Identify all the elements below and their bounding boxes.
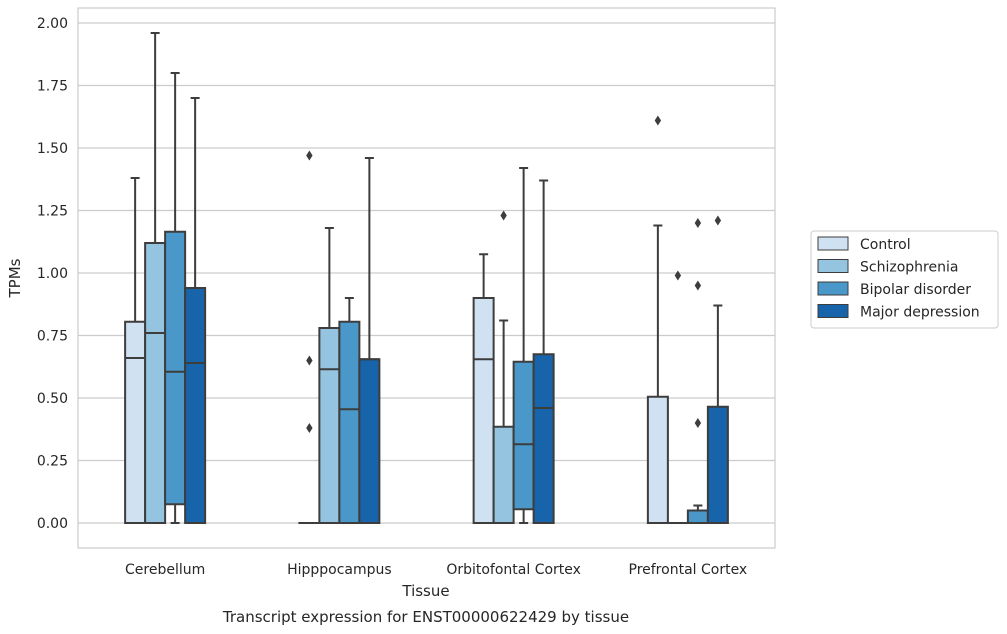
legend-frame [810, 230, 999, 329]
y-axis-label: TPMs [6, 258, 24, 298]
box-body [646, 395, 669, 524]
box-schizophrenia [144, 32, 167, 524]
outlier-point [306, 423, 313, 433]
box-body [184, 287, 207, 524]
legend-swatch [817, 281, 849, 296]
outlier-point [714, 215, 722, 226]
outlier-point [306, 150, 313, 161]
outlier-point [694, 418, 702, 428]
legend-label: Control [860, 237, 911, 253]
y-tick-label: 0.50 [37, 391, 68, 407]
outlier-point [500, 210, 507, 221]
x-tick-label: Hipppocampus [287, 562, 392, 578]
y-tick-label: 1.25 [37, 204, 68, 220]
box-major-depression [358, 157, 381, 524]
box-control [124, 177, 147, 524]
legend-swatch [817, 304, 849, 318]
y-tick-label: 1.75 [37, 79, 68, 95]
box-major-depression [532, 179, 555, 524]
box-major-depression [184, 97, 207, 524]
x-tick-label: Cerebellum [125, 562, 205, 578]
box-body [686, 509, 709, 524]
x-tick-labels: Cerebellum Hipppocampus Orbitofontal Corte… [125, 562, 747, 578]
legend-label: Schizophrenia [860, 260, 958, 276]
y-tick-label: 0.75 [37, 329, 68, 345]
y-tick-label: 1.50 [37, 141, 68, 157]
box-body [144, 242, 167, 524]
box-body [492, 425, 515, 524]
legend-label: Major depression [860, 305, 980, 321]
x-tick-label: Orbitofontal Cortex [446, 562, 581, 578]
y-tick-label: 1.00 [37, 266, 68, 282]
box-plots [124, 32, 729, 525]
legend-label: Bipolar disorder [860, 282, 971, 298]
box-schizophrenia [666, 270, 689, 525]
outlier-point [674, 270, 682, 281]
box-bipolar-disorder [338, 297, 361, 524]
outlier-point [306, 355, 313, 366]
box-body [318, 327, 341, 524]
legend-swatch [817, 259, 849, 273]
x-tick-label: Prefrontal Cortex [629, 562, 748, 578]
y-tick-label: 0.25 [37, 454, 68, 470]
box-body [512, 360, 535, 511]
box-body [358, 358, 381, 524]
box-major-depression [706, 215, 729, 524]
chart-caption: Transcript expression for ENST0000062242… [222, 608, 629, 626]
box-body [532, 353, 555, 524]
box-body [164, 230, 187, 506]
plot-frame [77, 7, 776, 549]
box-body [706, 405, 729, 524]
box-body [472, 297, 495, 524]
y-tick-label: 0.00 [37, 516, 68, 532]
outlier-point [694, 280, 702, 291]
legend: Control Schizophrenia Bipolar disorder Majo… [810, 230, 999, 329]
outlier-point [694, 218, 702, 228]
box-body [338, 320, 361, 524]
outlier-point [654, 115, 662, 126]
box-bipolar-disorder [686, 218, 709, 524]
x-axis-label: Tissue [401, 582, 449, 600]
box-control [646, 115, 669, 524]
box-schizophrenia [318, 227, 341, 524]
y-tick-labels: 0.00 0.25 0.50 0.75 1.00 1.25 1.50 1.75 2.00 [37, 16, 68, 532]
box-body [124, 320, 147, 524]
legend-swatch [817, 236, 849, 251]
y-tick-label: 2.00 [37, 16, 68, 32]
box-control [472, 253, 495, 524]
